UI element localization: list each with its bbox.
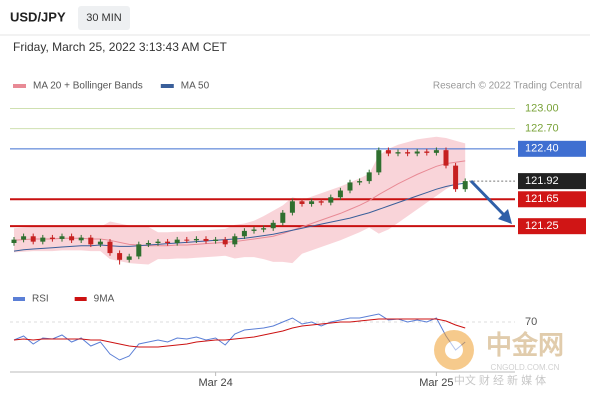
candle-body [174, 239, 180, 243]
forecast-arrow [469, 179, 507, 218]
candle-body [385, 150, 391, 154]
candle-body [280, 212, 286, 223]
timeframe-button[interactable] [78, 6, 130, 30]
candle-body [30, 236, 36, 242]
candle-body [136, 244, 142, 257]
candle-body [165, 241, 171, 243]
legend-swatch [13, 84, 26, 88]
candle-body [309, 201, 315, 204]
candle-body [337, 190, 343, 198]
candle-body [241, 230, 247, 237]
legend-swatch [13, 297, 25, 301]
candle-body [59, 236, 65, 239]
candle-body [453, 165, 459, 190]
candle-body [443, 150, 449, 166]
x-tick-label: Mar 25 [419, 377, 453, 389]
candle-body [126, 256, 132, 260]
candle-body [21, 236, 27, 240]
candle-body [433, 150, 439, 153]
watermark-tagline: 中文 财 经 新 媒 体 [454, 373, 546, 387]
candle-body [261, 228, 267, 230]
x-tick-label: Mar 24 [198, 377, 232, 389]
candle-body [97, 241, 103, 245]
moving-average [13, 182, 466, 252]
candle-body [69, 236, 75, 241]
level-label: 122.70 [525, 123, 559, 135]
symbol: USD/JPY [10, 9, 66, 24]
candle-body [414, 151, 420, 154]
level-label-box [518, 173, 586, 190]
legend-swatch [160, 84, 174, 88]
candle-body [88, 237, 94, 245]
legend-label: RSI [32, 294, 49, 305]
candle-body [107, 241, 113, 254]
forecast-arrowhead [498, 209, 512, 224]
candle-body [145, 243, 151, 245]
timeframe[interactable]: 30 MIN [86, 12, 122, 24]
indicator-line [13, 313, 466, 361]
candle-body [289, 201, 295, 213]
candle-body [40, 237, 46, 242]
candle-body [318, 201, 324, 203]
y-tick-label: 70 [525, 316, 537, 328]
candle-body [357, 181, 363, 183]
legend-swatch [74, 297, 87, 301]
watermark-name: 中金网 [486, 330, 564, 360]
timestamp: Friday, March 25, 2022 3:13:43 AM CET [13, 40, 228, 54]
candle-body [251, 229, 257, 231]
candle-body [424, 151, 430, 153]
level-label: 121.25 [525, 220, 559, 232]
candle-body [395, 152, 401, 154]
legend-label: MA 50 [181, 81, 210, 92]
candle-body [347, 182, 353, 191]
candle-body [11, 239, 17, 243]
level-label: 121.65 [525, 193, 559, 205]
candle-body [376, 150, 382, 173]
level-label-box [518, 218, 586, 235]
indicator-line [13, 318, 466, 348]
candle-body [78, 237, 84, 241]
level-label-box [518, 191, 586, 208]
candle-body [203, 238, 209, 241]
watermark-domain: CNGOLD.COM.CN [491, 363, 560, 372]
credit: Research © 2022 Trading Central [433, 81, 582, 92]
level-label-box [518, 140, 586, 157]
candle-body [462, 181, 468, 190]
candle-body [213, 239, 219, 241]
plot-area: MA 20 + Bollinger Bands MA 50 123.00 122.70… [10, 81, 586, 389]
candle-body [49, 237, 55, 239]
candle-body [117, 253, 123, 260]
watermark: 中金网 CNGOLD.COM.CN 中文 财 经 新 媒 体 [434, 330, 564, 387]
level-label: 121.92 [525, 175, 559, 187]
candle-body [270, 222, 276, 229]
candle-body [184, 239, 190, 241]
candle-body [155, 241, 161, 243]
level-label: 123.00 [525, 102, 559, 114]
candle-body [328, 197, 334, 203]
candle-body [222, 239, 228, 245]
watermark-logo-inner [445, 341, 463, 359]
candle-body [366, 172, 372, 182]
legend-label: MA 20 + Bollinger Bands [33, 81, 143, 92]
bollinger-band [14, 136, 466, 265]
level-label: 122.40 [525, 143, 559, 155]
candle-body [232, 236, 238, 245]
candle-body [193, 238, 199, 241]
legend-label: 9MA [94, 294, 115, 305]
candle-body [299, 201, 305, 204]
candle-body [405, 152, 411, 154]
